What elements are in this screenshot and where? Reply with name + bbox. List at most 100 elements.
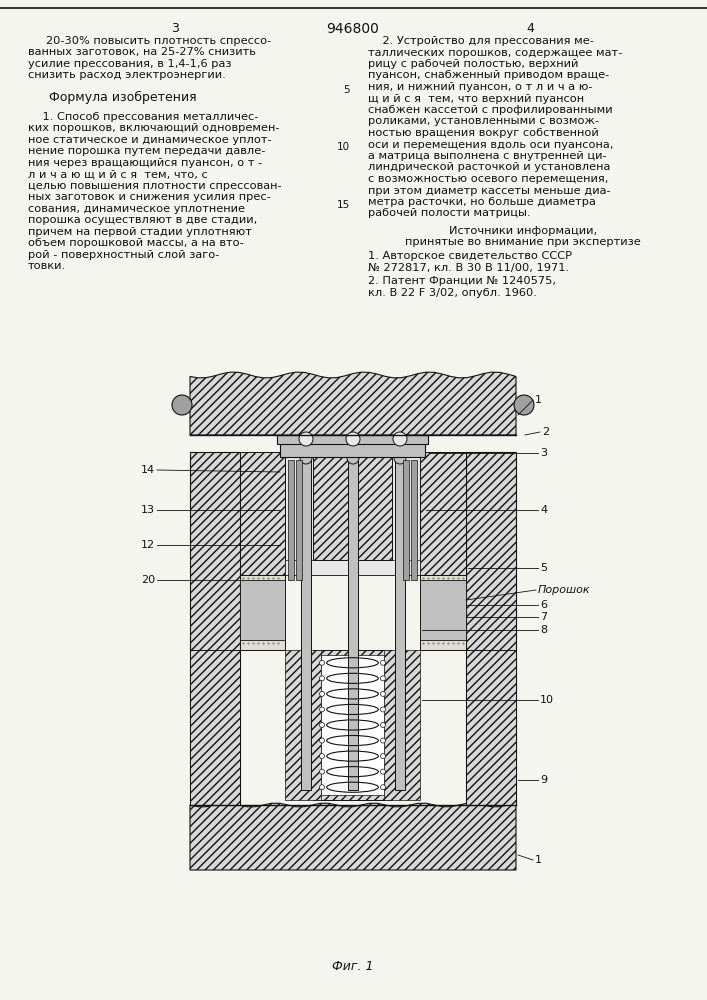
Circle shape	[346, 432, 360, 446]
Text: 1: 1	[535, 395, 542, 405]
Text: сования, динамическое уплотнение: сования, динамическое уплотнение	[28, 204, 245, 214]
Bar	[395, 452, 405, 790]
Bar	[285, 560, 420, 575]
Circle shape	[380, 691, 385, 696]
Circle shape	[380, 722, 385, 728]
Circle shape	[380, 769, 385, 774]
Text: снабжен кассетой с профилированными: снабжен кассетой с профилированными	[368, 105, 613, 115]
Circle shape	[172, 395, 192, 415]
Text: 3: 3	[171, 22, 179, 35]
Text: 12: 12	[141, 540, 155, 550]
Text: Порошок: Порошок	[538, 585, 590, 595]
Text: ное статическое и динамическое уплот-: ное статическое и динамическое уплот-	[28, 135, 271, 145]
Text: 1: 1	[535, 855, 542, 865]
Circle shape	[393, 432, 407, 446]
Text: ких порошков, включающий одновремен-: ких порошков, включающий одновремен-	[28, 123, 279, 133]
Text: 20: 20	[141, 575, 155, 585]
Text: причем на первой стадии уплотняют: причем на первой стадии уплотняют	[28, 227, 252, 237]
Circle shape	[320, 660, 325, 665]
Text: линдрической расточкой и установлена: линдрической расточкой и установлена	[368, 162, 610, 172]
Text: 2. Устройство для прессования ме-: 2. Устройство для прессования ме-	[368, 36, 594, 46]
Polygon shape	[420, 452, 466, 575]
Polygon shape	[190, 650, 240, 805]
Text: порошка осуществляют в две стадии,: порошка осуществляют в две стадии,	[28, 215, 257, 225]
Text: 10: 10	[337, 142, 350, 152]
Text: 13: 13	[141, 505, 155, 515]
Bar	[301, 452, 311, 790]
Polygon shape	[466, 452, 516, 805]
Text: с возможностью осевого перемещения,: с возможностью осевого перемещения,	[368, 174, 609, 184]
Text: товки.: товки.	[28, 261, 66, 271]
Bar	[285, 452, 420, 575]
Text: Фиг. 1: Фиг. 1	[332, 960, 374, 973]
Bar	[420, 575, 466, 650]
Text: № 272817, кл. В 30 В 11/00, 1971.: № 272817, кл. В 30 В 11/00, 1971.	[368, 263, 569, 273]
Text: а матрица выполнена с внутренней ци-: а матрица выполнена с внутренней ци-	[368, 151, 607, 161]
Bar	[420, 580, 466, 640]
Circle shape	[320, 676, 325, 681]
Bar	[313, 650, 392, 800]
Circle shape	[320, 707, 325, 712]
Text: метра расточки, но больше диаметра: метра расточки, но больше диаметра	[368, 197, 596, 207]
Text: 4: 4	[526, 22, 534, 35]
Text: 5: 5	[344, 85, 350, 95]
Bar	[240, 575, 285, 650]
Bar	[240, 580, 285, 640]
Text: целью повышения плотности спрессован-: целью повышения плотности спрессован-	[28, 181, 281, 191]
Text: пуансон, снабженный приводом враще-: пуансон, снабженный приводом враще-	[368, 70, 609, 81]
Bar	[285, 650, 321, 800]
Text: кл. В 22 F 3/02, опубл. 1960.: кл. В 22 F 3/02, опубл. 1960.	[368, 288, 537, 298]
Bar	[321, 655, 384, 795]
Text: 1. Авторское свидетельство СССР: 1. Авторское свидетельство СССР	[368, 251, 572, 261]
Circle shape	[380, 707, 385, 712]
Text: 4: 4	[540, 505, 547, 515]
Text: роликами, установленными с возмож-: роликами, установленными с возмож-	[368, 116, 599, 126]
Text: 3: 3	[540, 448, 547, 458]
Circle shape	[320, 785, 325, 790]
Text: рабочей полости матрицы.: рабочей полости матрицы.	[368, 209, 531, 219]
Text: ных заготовок и снижения усилия прес-: ных заготовок и снижения усилия прес-	[28, 192, 271, 202]
Bar	[277, 435, 428, 444]
Circle shape	[299, 432, 313, 446]
Bar	[296, 460, 302, 580]
Polygon shape	[190, 452, 240, 805]
Text: 20-30% повысить плотность спрессо-: 20-30% повысить плотность спрессо-	[46, 36, 271, 46]
Circle shape	[320, 691, 325, 696]
Circle shape	[320, 738, 325, 743]
Text: снизить расход электроэнергии.: снизить расход электроэнергии.	[28, 70, 226, 81]
Text: 5: 5	[540, 563, 547, 573]
Text: 10: 10	[540, 695, 554, 705]
Polygon shape	[240, 452, 285, 575]
Circle shape	[320, 754, 325, 759]
Bar	[288, 460, 294, 580]
Text: нение порошка путем передачи давле-: нение порошка путем передачи давле-	[28, 146, 265, 156]
Text: рицу с рабочей полостью, верхний: рицу с рабочей полостью, верхний	[368, 59, 578, 69]
Text: ванных заготовок, на 25-27% снизить: ванных заготовок, на 25-27% снизить	[28, 47, 256, 57]
Text: л и ч а ю щ и й с я  тем, что, с: л и ч а ю щ и й с я тем, что, с	[28, 169, 208, 179]
Text: 9: 9	[540, 775, 547, 785]
Text: ния через вращающийся пуансон, о т -: ния через вращающийся пуансон, о т -	[28, 158, 262, 168]
Bar	[280, 441, 425, 457]
Text: Источники информации,: Источники информации,	[449, 226, 597, 236]
Bar	[384, 650, 420, 800]
Text: щ и й с я  тем, что верхний пуансон: щ и й с я тем, что верхний пуансон	[368, 94, 584, 104]
Circle shape	[380, 754, 385, 759]
Text: оси и перемещения вдоль оси пуансона,: оси и перемещения вдоль оси пуансона,	[368, 139, 614, 149]
Text: рой - поверхностный слой заго-: рой - поверхностный слой заго-	[28, 250, 219, 260]
Text: ния, и нижний пуансон, о т л и ч а ю-: ния, и нижний пуансон, о т л и ч а ю-	[368, 82, 592, 92]
Text: объем порошковой массы, а на вто-: объем порошковой массы, а на вто-	[28, 238, 244, 248]
Text: 6: 6	[540, 600, 547, 610]
Circle shape	[380, 676, 385, 681]
Circle shape	[394, 452, 406, 464]
Text: 2: 2	[542, 427, 549, 437]
Text: 8: 8	[540, 625, 547, 635]
Circle shape	[514, 395, 534, 415]
Text: 946800: 946800	[327, 22, 380, 36]
Polygon shape	[190, 372, 516, 435]
Text: 1. Способ прессования металличес-: 1. Способ прессования металличес-	[28, 112, 258, 122]
Circle shape	[320, 722, 325, 728]
Bar	[348, 452, 358, 790]
Text: принятые во внимание при экспертизе: принятые во внимание при экспертизе	[405, 237, 641, 247]
Circle shape	[300, 452, 312, 464]
Circle shape	[320, 769, 325, 774]
